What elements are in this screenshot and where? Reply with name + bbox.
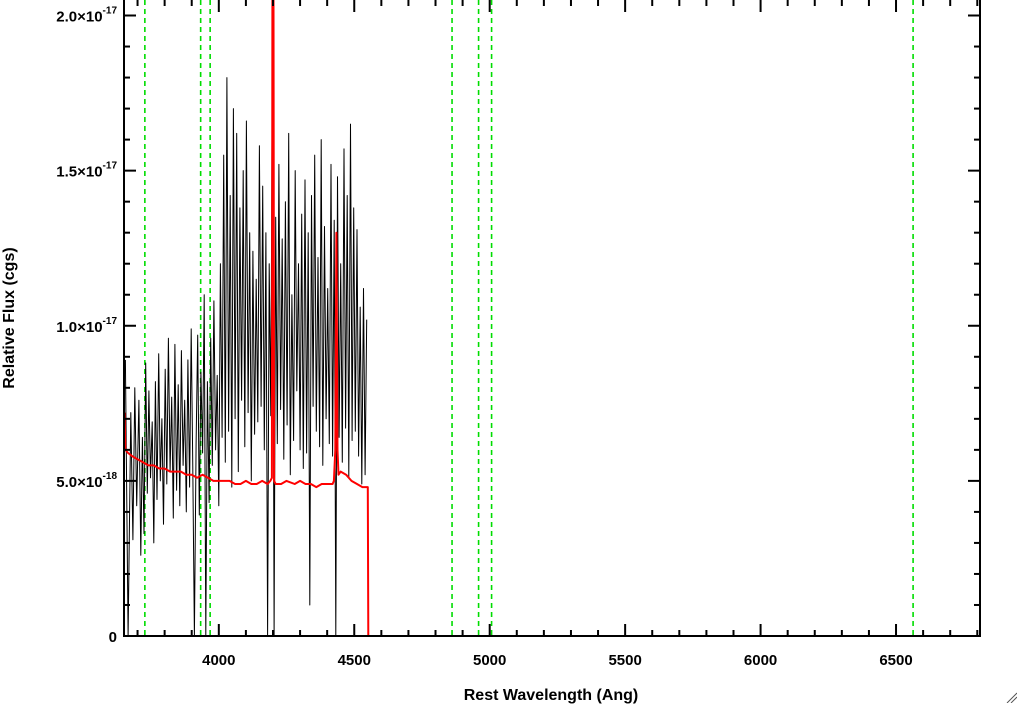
y-tick-label: 2.0×10-17 <box>56 6 117 26</box>
x-tick-label: 5000 <box>473 652 506 669</box>
plot-frame <box>123 0 981 637</box>
y-tick-label: 5.0×10-18 <box>56 471 117 491</box>
x-tick-label: 4000 <box>202 652 235 669</box>
y-axis-title: Relative Flux (cgs) <box>1 247 18 388</box>
tick-labels: 4000 4500 5000 5500 6000 6500 0 5.0×10-18 1.0×10… <box>56 6 912 669</box>
model-spectrum-line <box>124 0 980 636</box>
x-tick-label: 6000 <box>744 652 777 669</box>
observed-spectrum-line <box>124 46 368 636</box>
data-layer <box>124 0 980 636</box>
y-tick-label: 1.5×10-17 <box>56 161 117 181</box>
x-tick-label: 6500 <box>879 652 912 669</box>
x-axis-title: Rest Wavelength (Ang) <box>464 687 639 704</box>
x-tick-label: 5500 <box>608 652 641 669</box>
resize-grip-icon[interactable] <box>1005 691 1017 703</box>
x-tick-label: 4500 <box>338 652 371 669</box>
y-tick-label: 1.0×10-17 <box>56 316 117 336</box>
y-tick-label: 0 <box>109 629 117 646</box>
